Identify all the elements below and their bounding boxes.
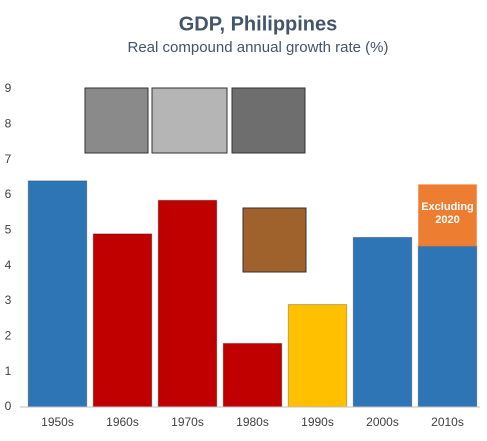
photo xyxy=(242,207,307,273)
chart-title: GDP, Philippines xyxy=(179,13,338,35)
y-tick-label: 1 xyxy=(5,364,12,378)
x-tick-label: 2010s xyxy=(431,415,464,429)
photo xyxy=(151,87,228,154)
bar xyxy=(287,304,348,408)
bar xyxy=(92,233,153,408)
y-tick-label: 8 xyxy=(5,117,12,131)
stack-bar xyxy=(418,184,477,247)
y-tick-label: 4 xyxy=(5,258,12,272)
y-tick-label: 9 xyxy=(5,81,12,95)
y-tick-label: 7 xyxy=(5,152,12,166)
photos xyxy=(84,87,307,273)
y-tick-label: 3 xyxy=(5,293,12,307)
y-tick-label: 6 xyxy=(5,187,12,201)
x-tick-label: 2000s xyxy=(366,415,399,429)
bar xyxy=(352,236,413,408)
bar xyxy=(417,245,478,408)
chart-subtitle: Real compound annual growth rate (%) xyxy=(128,39,389,56)
x-tick-label: 1960s xyxy=(106,415,139,429)
stack-label: Excluding 2020 xyxy=(421,201,474,227)
y-tick-label: 0 xyxy=(5,399,12,413)
y-tick-label: 2 xyxy=(5,329,12,343)
bar xyxy=(27,180,88,408)
bar xyxy=(222,342,283,408)
x-tick-label: 1970s xyxy=(171,415,204,429)
bar xyxy=(157,199,218,408)
photo xyxy=(84,87,149,154)
y-tick-label: 5 xyxy=(5,223,12,237)
x-tick-label: 1950s xyxy=(41,415,74,429)
x-tick-label: 1990s xyxy=(301,415,334,429)
x-tick-label: 1980s xyxy=(236,415,269,429)
photo xyxy=(231,87,306,154)
